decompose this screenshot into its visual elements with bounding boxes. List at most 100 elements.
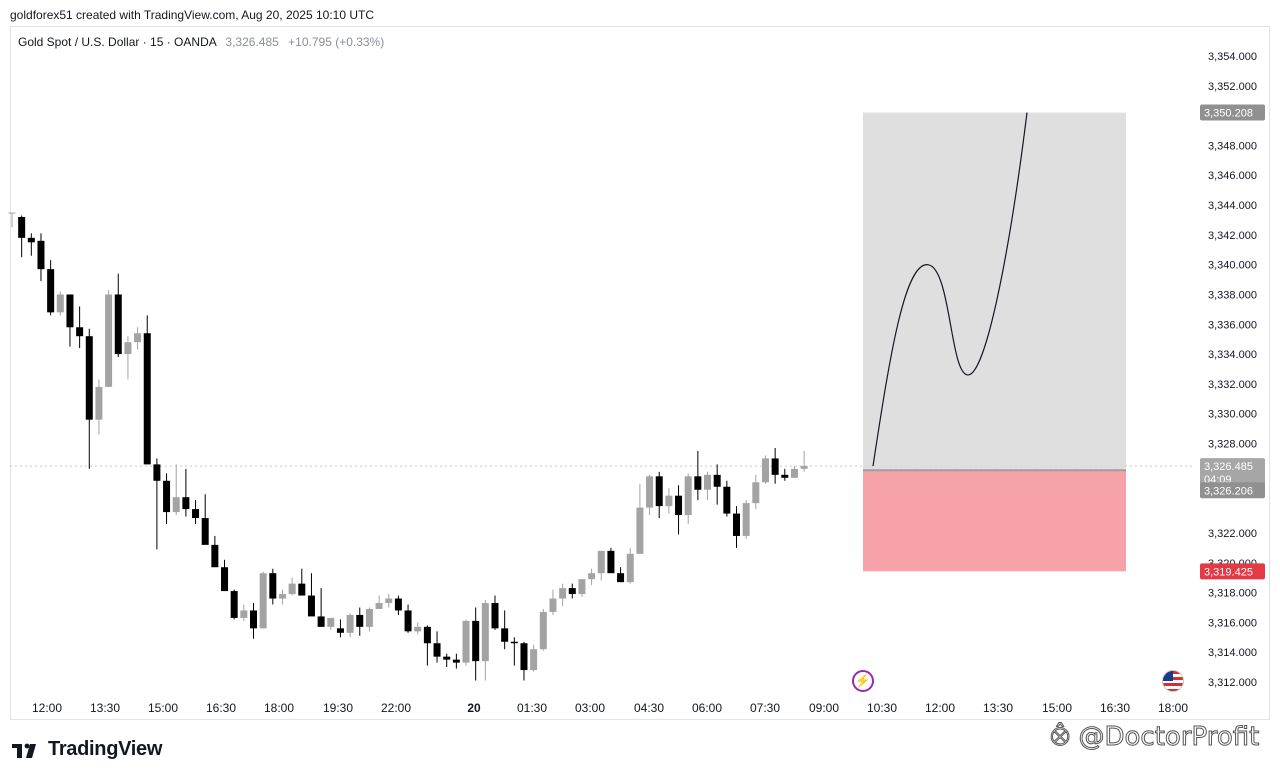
time-tick-label: 16:30 (1100, 701, 1130, 715)
price-tick-label: 3,348.000 (1208, 140, 1257, 152)
long-position-tool[interactable] (863, 112, 1126, 572)
candle-body (240, 610, 248, 618)
price-tick-label: 3,340.000 (1208, 260, 1257, 272)
candle-body (675, 495, 683, 516)
target-price-tag-bg (1200, 104, 1265, 121)
candle-body (124, 342, 132, 355)
time-axis[interactable]: 12:00 13:30 15:00 16:30 18:00 19:30 22:00 20 01:… (32, 701, 1188, 715)
price-tick-label: 3,342.000 (1208, 230, 1257, 242)
candle-body (800, 465, 808, 469)
candle-body (510, 641, 518, 644)
candle-body (105, 294, 113, 387)
price-tick-label: 3,314.000 (1208, 647, 1257, 659)
candle-body (327, 617, 335, 627)
candle-body (394, 598, 402, 611)
candle-body (298, 583, 306, 596)
candle-body (95, 386, 103, 420)
time-tick-label: 19:30 (323, 701, 353, 715)
price-tick-label: 3,344.000 (1208, 200, 1257, 212)
candle-body (539, 611, 547, 650)
time-tick-label: 22:00 (381, 701, 411, 715)
candle-body (636, 507, 644, 554)
candle-body (433, 643, 441, 657)
candle-body (221, 567, 229, 592)
candle-body (665, 495, 673, 507)
candle-body (414, 626, 422, 632)
candle-body (781, 474, 789, 478)
candle-body (771, 458, 779, 475)
price-tick-label: 3,346.000 (1208, 170, 1257, 182)
candle-body (85, 336, 93, 420)
time-tick-label: 10:30 (867, 701, 897, 715)
target-zone (863, 112, 1126, 471)
candle-body (56, 294, 64, 313)
price-tick-label: 3,334.000 (1208, 349, 1257, 361)
brand-name: TradingView (48, 738, 163, 760)
tradingview-logo[interactable]: TradingView (12, 738, 162, 761)
candle-body (607, 550, 615, 574)
candles (8, 212, 808, 681)
price-tick-label: 3,318.000 (1208, 588, 1257, 600)
time-tick-label: 13:30 (983, 701, 1013, 715)
candle-body (723, 486, 731, 514)
candle-body (317, 616, 325, 627)
candle-body (713, 474, 721, 487)
candle-body (617, 573, 625, 583)
price-tick-label: 3,332.000 (1208, 379, 1257, 391)
candle-body (549, 598, 557, 612)
price-tick-label: 3,312.000 (1208, 677, 1257, 689)
candle-body (163, 480, 171, 513)
candle-body (114, 294, 122, 355)
price-tick-label: 3,352.000 (1208, 81, 1257, 93)
time-tick-label: 18:00 (1158, 701, 1188, 715)
time-tick-label: 15:00 (148, 701, 178, 715)
time-tick-label: 15:00 (1042, 701, 1072, 715)
symbol-legend[interactable]: Gold Spot / U.S. Dollar · 15 · OANDA 3,3… (18, 35, 384, 49)
chart-caption: goldforex51 created with TradingView.com… (10, 8, 375, 22)
price-axis[interactable]: 3,354.000 3,352.000 3,348.000 3,346.000 3,34… (1208, 51, 1257, 689)
time-tick-label: 04:30 (634, 701, 664, 715)
time-tick-label: 16:30 (206, 701, 236, 715)
candle-body (501, 628, 509, 642)
us-flag-icon[interactable] (1162, 670, 1184, 692)
target-price-tag: 3,350.208 (1200, 104, 1265, 121)
candle-body (694, 476, 702, 490)
candle-body (520, 643, 528, 671)
time-tick-label: 13:30 (90, 701, 120, 715)
candle-body (462, 620, 470, 663)
time-tick-label: 06:00 (692, 701, 722, 715)
candle-body (307, 595, 315, 617)
last-price-tag-text: 3,326.485 (1204, 461, 1253, 473)
chart-frame[interactable] (10, 26, 1270, 720)
projection-path[interactable] (872, 112, 1028, 467)
candle-body (153, 464, 161, 481)
entry-price-tag-text: 3,326.206 (1204, 485, 1253, 497)
candle-body (423, 626, 431, 644)
price-tick-label: 3,328.000 (1208, 439, 1257, 451)
price-tick-label: 3,354.000 (1208, 51, 1257, 63)
candle-body (597, 550, 605, 574)
candle-body (752, 482, 760, 504)
candle-body (578, 579, 586, 595)
candle-body (18, 216, 26, 238)
candle-body (356, 614, 364, 627)
price-tick-label: 3,336.000 (1208, 319, 1257, 331)
candle-body (530, 649, 538, 671)
symbol-name: Gold Spot / U.S. Dollar · 15 · OANDA (18, 35, 217, 49)
candle-body (182, 497, 190, 510)
stop-price-tag-bg (1200, 563, 1265, 580)
flash-icon[interactable]: ⚡ (852, 670, 874, 692)
candle-body (346, 614, 354, 633)
tradingview-logo-icon (12, 743, 36, 758)
time-tick-label: 18:00 (264, 701, 294, 715)
candle-body (250, 610, 257, 629)
candle-body (588, 573, 596, 580)
candle-body (259, 573, 267, 629)
candle-body (704, 474, 712, 490)
candle-body (134, 333, 142, 343)
candle-body (37, 240, 45, 270)
candle-body (269, 573, 277, 599)
